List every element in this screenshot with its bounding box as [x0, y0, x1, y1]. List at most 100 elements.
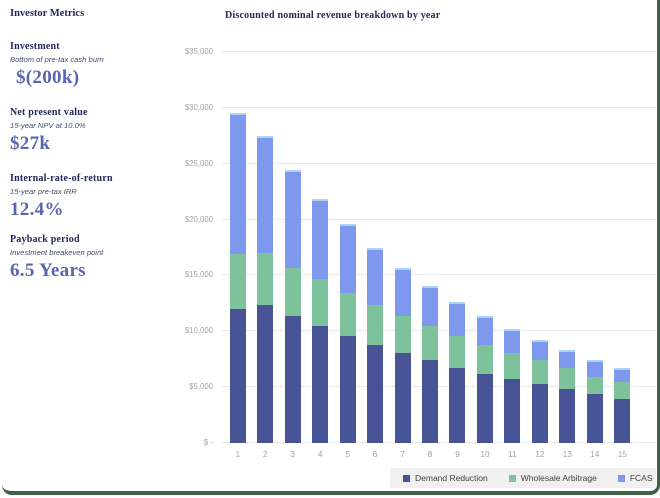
bar-segment-fcas: [312, 199, 329, 279]
metric-value: $(200k): [16, 67, 80, 88]
gridline: [222, 386, 656, 388]
y-axis-tick-label: $10,000: [184, 326, 213, 336]
bar-slot: [444, 52, 471, 443]
bar-year-2: [257, 135, 274, 443]
bar-segment-fcas: [284, 170, 301, 268]
legend-label: Wholesale Arbitrage: [520, 473, 597, 483]
metric-label: Investment: [10, 41, 60, 52]
bar-segment-demand-reduction: [531, 384, 548, 443]
bar-segment-demand-reduction: [367, 345, 384, 443]
x-axis-tick-label: 9: [455, 450, 460, 459]
bar-segment-fcas: [614, 367, 631, 382]
bar-segment-demand-reduction: [339, 336, 356, 443]
metric-subtitle: 15-year pre-tax IRR: [10, 187, 77, 196]
bar-year-12: [531, 340, 548, 443]
bar-segment-wholesale-arbitrage: [312, 278, 329, 327]
bar-segment-wholesale-arbitrage: [367, 305, 384, 346]
bar-segment-fcas: [339, 224, 356, 293]
gridline: [222, 51, 656, 52]
bar-year-7: [394, 267, 411, 443]
bar-year-10: [476, 315, 493, 443]
bar-segment-demand-reduction: [394, 353, 411, 443]
x-axis-tick-label: 10: [480, 450, 490, 459]
gridline: [222, 218, 656, 220]
bar-segment-demand-reduction: [284, 315, 301, 443]
metric-value: $27k: [10, 133, 51, 154]
chart-title: Discounted nominal revenue breakdown by …: [225, 10, 441, 21]
bar-year-4: [312, 199, 329, 443]
bar-slot: [306, 52, 333, 443]
metric-subtitle: Investment breakeven point: [10, 248, 104, 257]
metric-value: 12.4%: [10, 199, 64, 220]
bar-slot: [361, 52, 388, 443]
bar-segment-wholesale-arbitrage: [476, 344, 493, 375]
bar-segment-wholesale-arbitrage: [229, 254, 246, 309]
x-axis-tick-label: 8: [427, 450, 433, 459]
x-axis-tick-label: 2: [262, 450, 268, 459]
bar-slot: [471, 52, 498, 443]
bar-segment-fcas: [449, 301, 466, 337]
bar-segment-wholesale-arbitrage: [614, 381, 631, 399]
bar-segment-demand-reduction: [504, 379, 521, 443]
bar-segment-fcas: [531, 340, 548, 361]
y-axis-tick-label: $15,000: [184, 270, 213, 280]
bar-year-1: [229, 113, 246, 443]
panel-title: Investor Metrics: [10, 8, 85, 19]
bar-segment-demand-reduction: [586, 394, 603, 443]
bar-segment-fcas: [257, 135, 274, 254]
bar-slot: [251, 52, 278, 443]
gridline: [222, 330, 656, 332]
metric-subtitle: 15-year NPV at 10.0%: [10, 121, 86, 130]
legend-label: Demand Reduction: [415, 473, 488, 483]
bar-segment-wholesale-arbitrage: [422, 326, 439, 361]
chart-legend: Demand Reduction Wholesale Arbitrage FCAS: [390, 468, 656, 488]
bar-segment-demand-reduction: [476, 374, 493, 443]
bar-segment-wholesale-arbitrage: [504, 353, 521, 380]
bar-segment-wholesale-arbitrage: [257, 253, 274, 306]
bar-slot: [334, 52, 361, 443]
y-axis-tick-label: $35,000: [184, 47, 213, 56]
gridline: [222, 442, 656, 443]
bar-year-3: [284, 170, 301, 443]
metric-label: Internal-rate-of-return: [10, 173, 113, 184]
x-axis-tick-label: 7: [400, 450, 405, 459]
metric-npv: Net present value 15-year NPV at 10.0% $…: [10, 107, 210, 155]
bar-segment-demand-reduction: [559, 389, 576, 443]
bar-slot: [526, 52, 553, 443]
bars-row: [224, 52, 636, 443]
legend-swatch-icon: [508, 474, 516, 482]
bar-year-5: [339, 224, 356, 443]
bar-segment-fcas: [559, 350, 576, 368]
y-axis-tick-label: $ -: [203, 438, 213, 447]
metric-label: Net present value: [10, 107, 88, 118]
x-axis-tick-label: 5: [345, 450, 350, 459]
bar-segment-wholesale-arbitrage: [559, 367, 576, 390]
metric-irr: Internal-rate-of-return 15-year pre-tax …: [10, 173, 210, 221]
bar-slot: [389, 52, 416, 443]
metric-payback: Payback period Investment breakeven poin…: [10, 234, 210, 282]
bar-segment-demand-reduction: [229, 308, 246, 443]
legend-item-fcas: FCAS: [617, 473, 653, 483]
gridline: [222, 106, 656, 108]
metric-label: Payback period: [10, 234, 80, 245]
bar-slot: [499, 52, 526, 443]
bar-slot: [609, 52, 636, 443]
y-axis-tick-label: $30,000: [184, 102, 213, 112]
bar-segment-fcas: [229, 113, 246, 255]
bar-year-15: [614, 367, 631, 443]
gridline: [222, 274, 656, 276]
bar-segment-wholesale-arbitrage: [339, 292, 356, 337]
legend-item-demand-reduction: Demand Reduction: [403, 473, 488, 483]
gridline: [222, 162, 656, 164]
bar-segment-fcas: [586, 359, 603, 377]
bar-slot: [416, 52, 443, 443]
bar-year-6: [367, 247, 384, 443]
metric-subtitle: Bottom of pre-tax cash burn: [10, 55, 104, 64]
bar-segment-fcas: [422, 285, 439, 327]
bar-segment-wholesale-arbitrage: [394, 315, 411, 354]
bar-segment-wholesale-arbitrage: [531, 360, 548, 385]
bar-slot: [279, 52, 306, 443]
legend-swatch-icon: [403, 474, 410, 482]
x-axis-tick-label: 1: [235, 450, 241, 459]
